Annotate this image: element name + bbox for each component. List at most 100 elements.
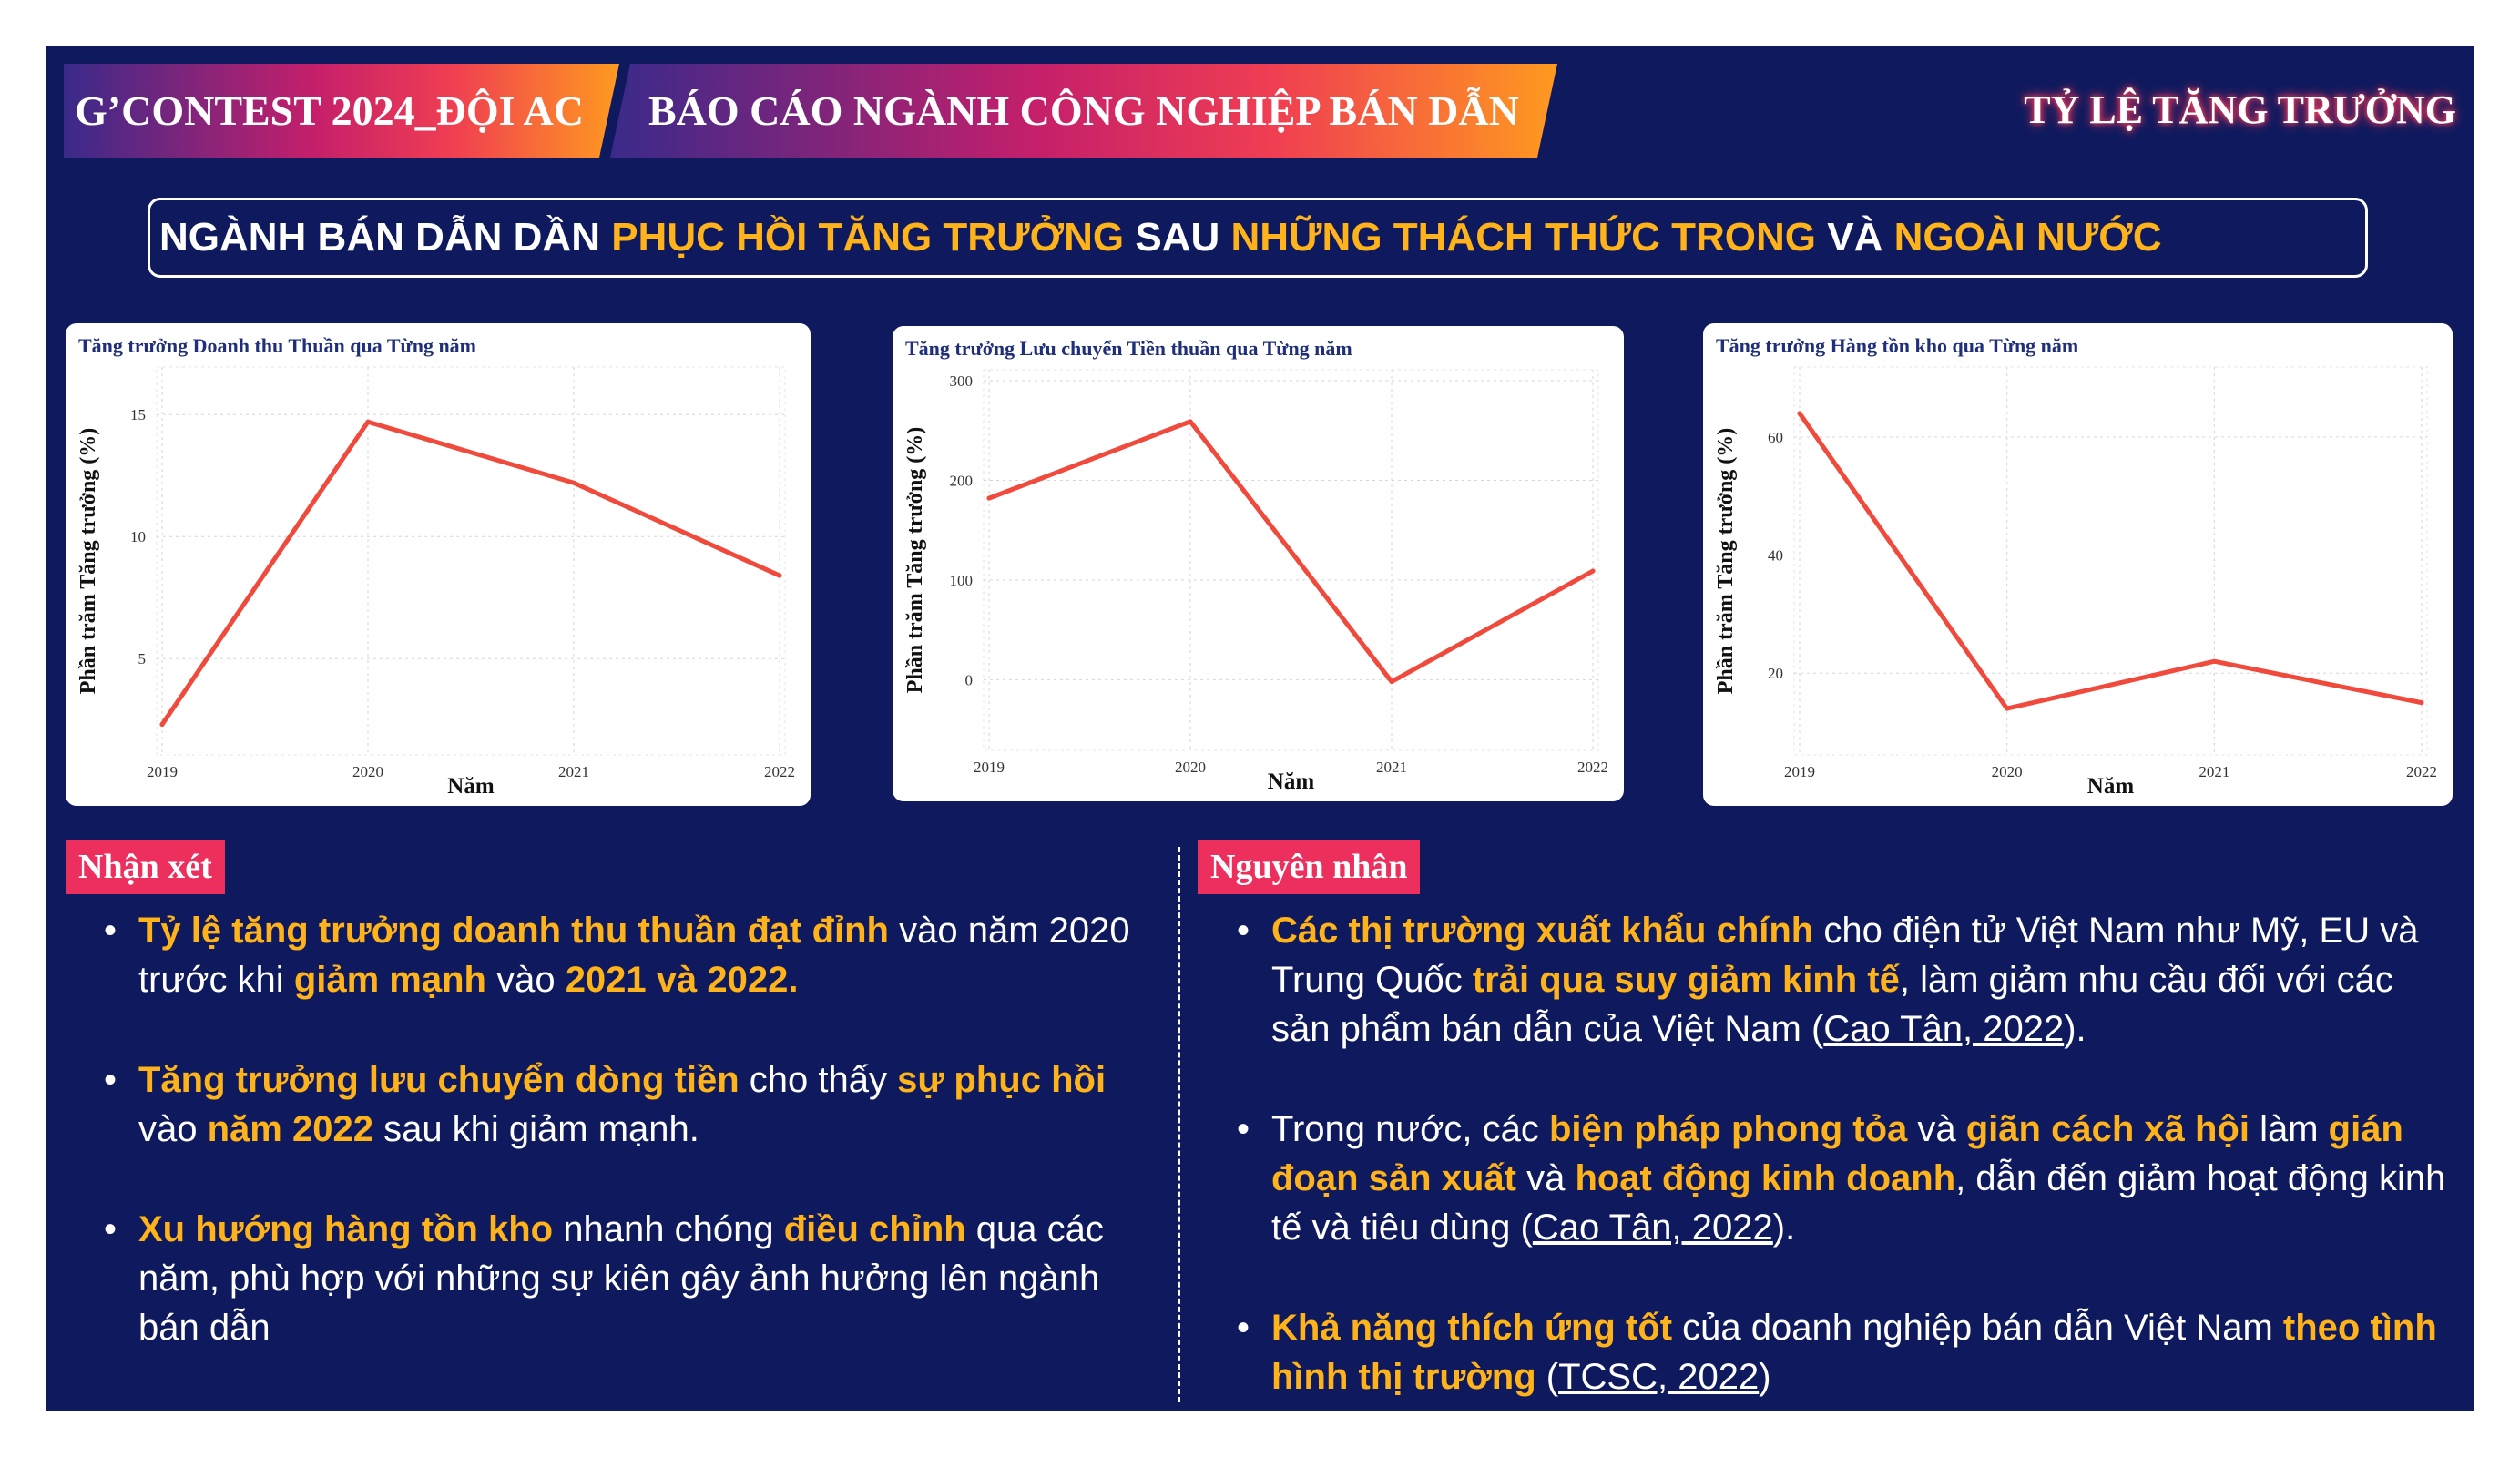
series-line	[1797, 411, 2424, 711]
citation-link[interactable]: Cao Tân, 2022	[1532, 1207, 1773, 1248]
plot-area	[983, 369, 1599, 751]
x-axis-label: Năm	[447, 774, 495, 799]
text: qua các năm, phù hợp với những sự kiên g…	[138, 1209, 1104, 1348]
text: và	[1907, 1109, 1966, 1149]
bold-text: Tăng trưởng lưu chuyển dòng tiền	[138, 1060, 740, 1100]
y-axis-label: Phần trăm Tăng trưởng (%)	[1714, 428, 1738, 695]
line-chart: Tăng trưởng Doanh thu Thuần qua Từng năm…	[77, 334, 795, 799]
headline-highlight: NHỮNG THÁCH THỨC TRONG	[1230, 215, 1816, 260]
text: , làm giảm nhu cầu đối với các sản phẩm …	[1271, 960, 2393, 1049]
x-tick-label: 2022	[1577, 759, 1608, 776]
line-chart: Tăng trưởng Hàng tồn kho qua Từng năm 20 4…	[1714, 334, 2437, 799]
data-point	[159, 722, 165, 728]
text: vào	[485, 960, 566, 1000]
bold-text: trải qua suy giảm kinh tế	[1472, 960, 1900, 1000]
text: cho thấy	[739, 1060, 898, 1100]
data-point	[1188, 419, 1193, 424]
text: )	[1759, 1357, 1771, 1397]
text: của doanh nghiệp bán dẫn Việt Nam	[1672, 1308, 2283, 1348]
chart-title: Tăng trưởng Hàng tồn kho qua Từng năm	[1716, 334, 2078, 357]
y-tick-label: 0	[965, 671, 974, 688]
citation-link[interactable]: TCSC, 2022	[1558, 1357, 1760, 1397]
list-item: Các thị trường xuất khẩu chính cho điện …	[1231, 906, 2456, 1054]
bold-text: theo tình hình thị trường	[1271, 1308, 2437, 1397]
chart-panel-inventory: Tăng trưởng Hàng tồn kho qua Từng năm 20 4…	[1703, 323, 2453, 806]
text: sau khi giảm mạnh.	[372, 1109, 699, 1149]
x-tick-label: 2022	[2406, 763, 2437, 780]
data-point	[2211, 658, 2217, 664]
report-tag-label: BÁO CÁO NGÀNH CÔNG NGHIỆP BÁN DẪN	[648, 87, 1519, 134]
data-point	[2419, 700, 2424, 706]
y-tick-label: 100	[950, 572, 974, 589]
section-divider	[1178, 847, 1180, 1402]
headline-highlight: PHỤC HỒI TĂNG TRƯỞNG	[611, 215, 1125, 260]
bold-text: gián đoạn sản xuất	[1271, 1109, 2403, 1198]
headline-text: VÀ	[1816, 215, 1894, 260]
list-item: Tăng trưởng lưu chuyển dòng tiền cho thấ…	[98, 1055, 1164, 1154]
headline-box: NGÀNH BÁN DẪN DẦN PHỤC HỒI TĂNG TRƯỞNG S…	[148, 198, 2368, 278]
list-item: Trong nước, các biện pháp phong tỏa và g…	[1231, 1105, 2456, 1252]
causes-label: Nguyên nhân	[1198, 840, 1421, 894]
citation-link[interactable]: Cao Tân, 2022	[1823, 1009, 2065, 1049]
y-tick-label: 60	[1768, 429, 1783, 446]
contest-tag: G’CONTEST 2024_ĐỘI AC	[64, 64, 619, 158]
data-point	[2005, 706, 2010, 711]
text: (	[1535, 1357, 1559, 1397]
bold-text: Các thị trường xuất khẩu chính	[1271, 911, 1814, 951]
list-item: Tỷ lệ tăng trưởng doanh thu thuần đạt đỉ…	[98, 906, 1164, 1004]
headline-highlight: NGOÀI NƯỚC	[1893, 215, 2162, 260]
causes-list: Các thị trường xuất khẩu chính cho điện …	[1231, 906, 2456, 1452]
bold-text: biện pháp phong tỏa	[1548, 1109, 1908, 1149]
x-tick-label: 2020	[1992, 763, 2023, 780]
y-tick-label: 200	[950, 472, 974, 489]
text: và	[1515, 1158, 1576, 1198]
data-point	[1797, 411, 1802, 416]
text: vào	[138, 1109, 208, 1149]
section-title: TỶ LỆ TĂNG TRƯỞNG	[2024, 87, 2456, 132]
x-tick-label: 2022	[764, 763, 795, 780]
x-tick-label: 2019	[147, 763, 178, 780]
y-axis-label: Phần trăm Tăng trưởng (%)	[903, 427, 927, 694]
bold-text: Xu hướng hàng tồn kho	[138, 1209, 554, 1249]
data-point	[1590, 568, 1596, 574]
list-item: Xu hướng hàng tồn kho nhanh chóng điều c…	[98, 1205, 1164, 1352]
y-tick-label: 10	[130, 528, 146, 545]
x-axis-label: Năm	[2087, 774, 2135, 799]
contest-tag-label: G’CONTEST 2024_ĐỘI AC	[75, 87, 584, 134]
bold-text: sự phục hồi	[897, 1060, 1107, 1100]
bold-text: 2021 và 2022.	[565, 960, 799, 1000]
text: nhanh chóng	[553, 1209, 784, 1249]
series-line	[986, 419, 1596, 685]
x-tick-label: 2021	[2199, 763, 2229, 780]
bold-text: Tỷ lệ tăng trưởng doanh thu thuần đạt đỉ…	[138, 911, 889, 951]
text: vào năm 2020 trước khi	[138, 911, 1130, 1000]
data-point	[777, 573, 782, 578]
slide: G’CONTEST 2024_ĐỘI AC BÁO CÁO NGÀNH CÔNG…	[46, 46, 2474, 1411]
x-tick-label: 2021	[558, 763, 589, 780]
bold-text: năm 2022	[207, 1109, 373, 1149]
text: , dẫn đến giảm hoạt động kinh tế và tiêu…	[1271, 1158, 2446, 1248]
bold-text: điều chỉnh	[783, 1209, 966, 1249]
x-tick-label: 2020	[352, 763, 383, 780]
headline-text: NGÀNH BÁN DẪN DẦN	[159, 215, 612, 260]
report-tag: BÁO CÁO NGÀNH CÔNG NGHIỆP BÁN DẪN	[610, 64, 1557, 158]
bold-text: Khả năng thích ứng tốt	[1271, 1308, 1673, 1348]
data-point	[571, 480, 576, 485]
text: Trong nước, các	[1271, 1109, 1549, 1149]
chart-title: Tăng trưởng Lưu chuyển Tiền thuần qua Từ…	[905, 337, 1352, 360]
x-axis-label: Năm	[1268, 769, 1315, 794]
y-tick-label: 300	[950, 372, 974, 390]
headline-text: SAU	[1124, 215, 1231, 260]
x-tick-label: 2019	[1784, 763, 1815, 780]
comments-label: Nhận xét	[66, 840, 225, 894]
chart-title: Tăng trưởng Doanh thu Thuần qua Từng năm	[78, 334, 476, 357]
plot-area	[1793, 366, 2428, 756]
comments-list: Tỷ lệ tăng trưởng doanh thu thuần đạt đỉ…	[98, 906, 1164, 1403]
y-tick-label: 5	[138, 650, 147, 667]
data-point	[1389, 679, 1394, 685]
y-axis-label: Phần trăm Tăng trưởng (%)	[77, 428, 100, 695]
text: ).	[1772, 1207, 1796, 1248]
bold-text: hoạt động kinh doanh	[1575, 1158, 1956, 1198]
data-point	[986, 495, 992, 501]
data-point	[365, 419, 371, 424]
